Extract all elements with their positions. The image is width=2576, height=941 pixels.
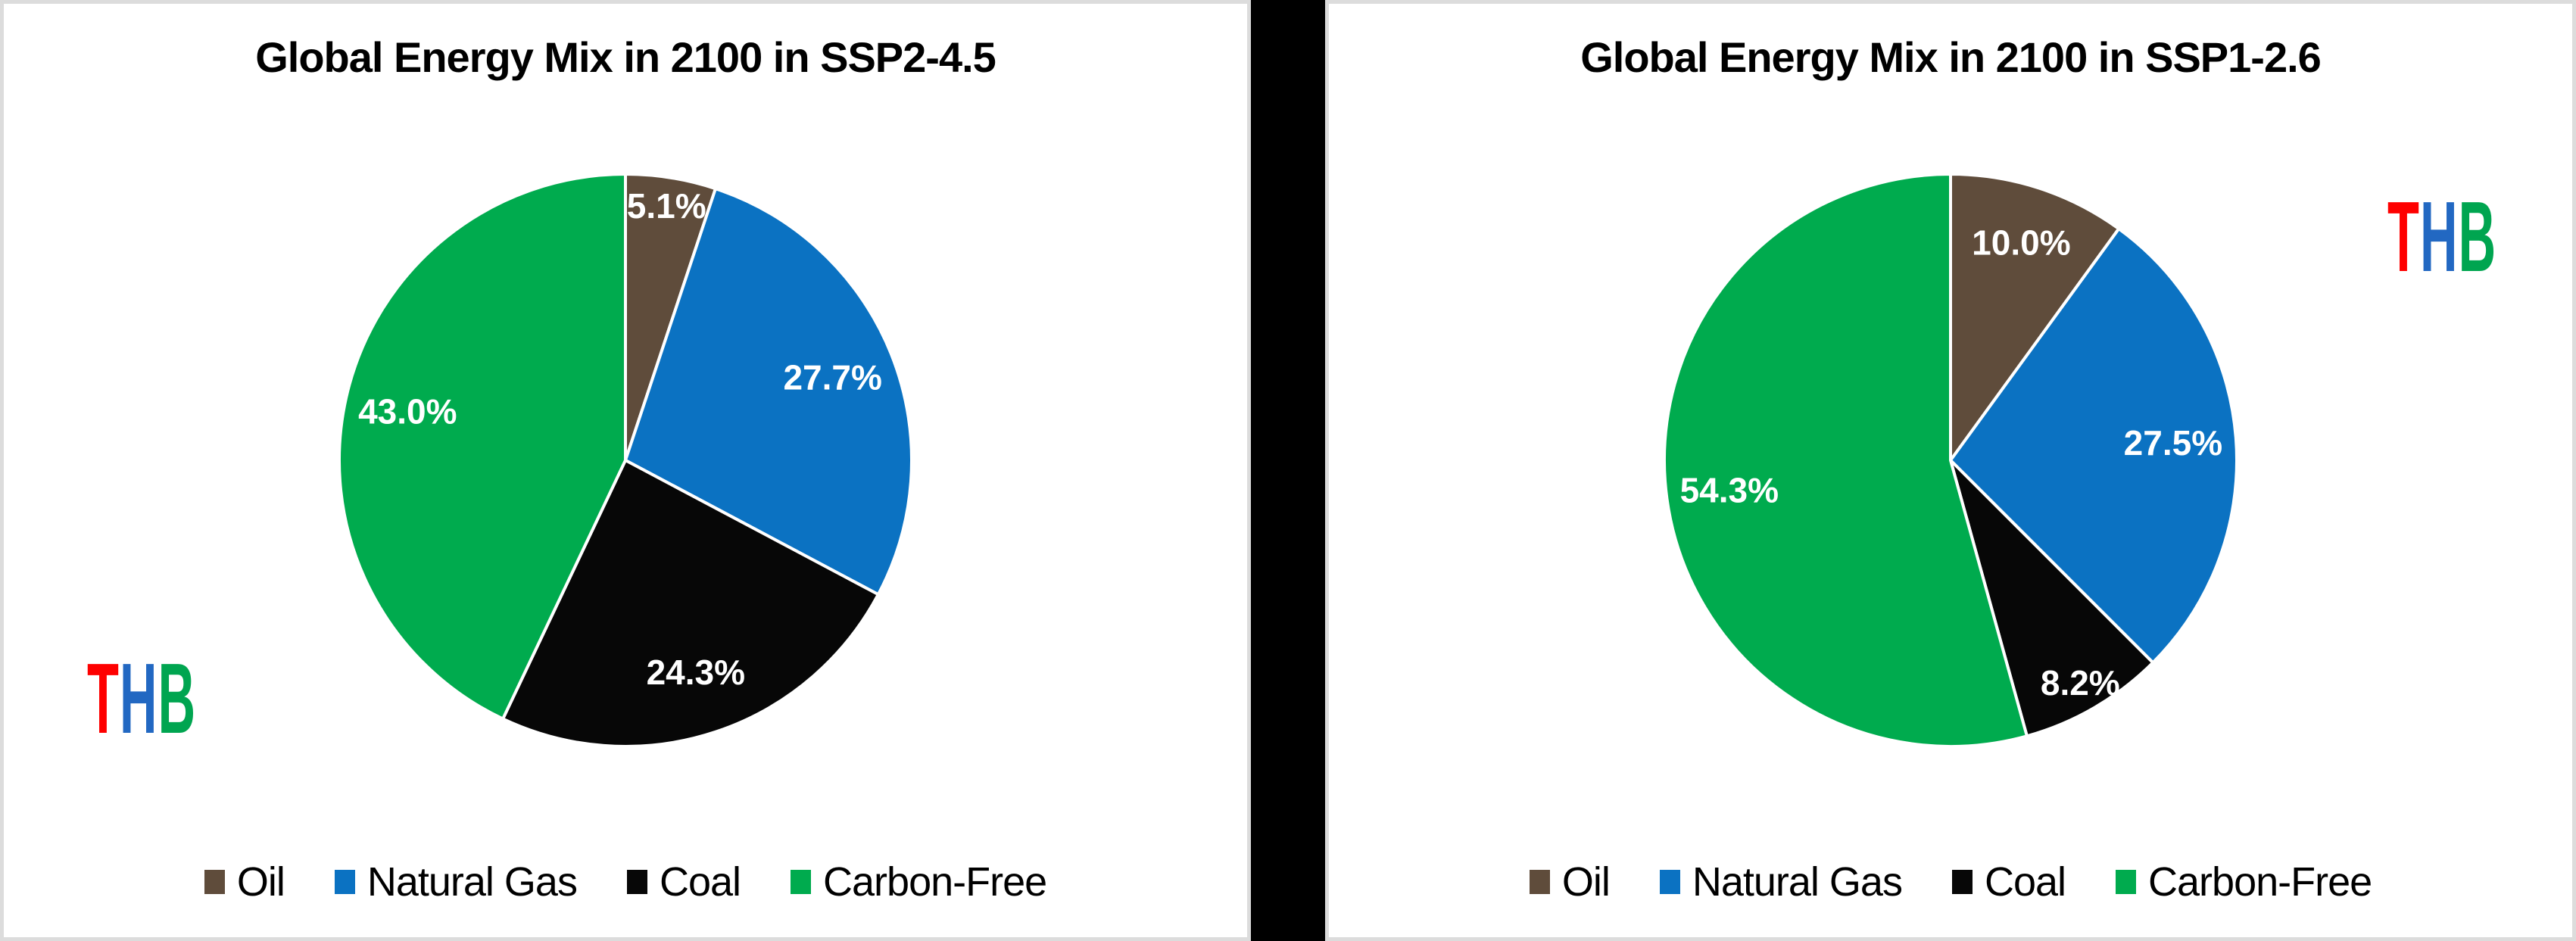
legend-swatch-natural-gas [334,870,355,894]
logo-letter-b: B [2458,181,2497,292]
legend-label-carbon-free: Carbon-Free [2148,859,2372,905]
legend-item-carbon-free: Carbon-Free [791,858,1047,905]
slide-panel-ssp245: Global Energy Mix in 2100 in SSP2-4.5 5.… [0,0,1251,941]
legend-swatch-oil [1529,870,1550,894]
logo-letter-b: B [157,643,197,754]
pie-slice-coal [501,459,880,748]
legend-item-coal: Coal [626,858,741,905]
legend-ssp126: Oil Natural Gas Coal Carbon-Free [1329,858,2572,905]
legend-label-coal: Coal [1984,859,2066,905]
pie-data-label-coal: 8.2% [2041,663,2120,703]
pie-data-label-carbon-free: 54.3% [1680,471,1779,510]
pie-slice-oil [1949,173,2121,462]
legend-label-oil: Oil [1561,859,1611,905]
chart-title-ssp245: Global Energy Mix in 2100 in SSP2-4.5 [255,33,996,81]
pie-data-label-natural-gas: 27.7% [783,357,881,397]
legend-item-oil: Oil [204,858,285,905]
legend-swatch-coal [1951,870,1973,894]
pie-data-label-coal: 24.3% [647,653,745,692]
pie-data-label-oil: 5.1% [627,186,706,226]
logo-letter-h: H [119,643,158,754]
legend-item-natural-gas: Natural Gas [1659,858,1903,905]
chart-title-ssp126: Global Energy Mix in 2100 in SSP1-2.6 [1580,33,2322,81]
pie-chart-ssp245: 5.1% 27.7% 24.3% 43.0% [334,169,917,752]
thb-logo: THB [2387,187,2496,287]
slide-panel-ssp126: Global Energy Mix in 2100 in SSP1-2.6 10… [1325,0,2576,941]
legend-label-natural-gas: Natural Gas [366,859,578,905]
logo-letter-t: T [87,643,120,754]
pie-slice-carbon-free [1663,173,2029,748]
legend-item-oil: Oil [1529,858,1611,905]
divider-bar [1251,0,1325,941]
pie-svg: 10.0% 27.5% 8.2% 54.3% [1663,173,2238,748]
pie-slice-carbon-free [338,173,627,721]
logo-letter-h: H [2419,181,2459,292]
legend-label-oil: Oil [236,859,285,905]
pie-svg: 5.1% 27.7% 24.3% 43.0% [338,173,913,748]
legend-label-natural-gas: Natural Gas [1692,859,1903,905]
legend-item-natural-gas: Natural Gas [334,858,578,905]
logo-letter-t: T [2387,181,2420,292]
legend-swatch-natural-gas [1659,870,1680,894]
legend-label-carbon-free: Carbon-Free [823,859,1047,905]
pie-data-label-carbon-free: 43.0% [358,391,457,431]
legend-swatch-coal [626,870,647,894]
legend-label-coal: Coal [659,859,741,905]
pie-slice-natural-gas [1949,227,2238,665]
pie-slice-natural-gas [624,187,913,597]
thb-logo: THB [87,649,196,749]
legend-ssp245: Oil Natural Gas Coal Carbon-Free [4,858,1247,905]
legend-item-coal: Coal [1951,858,2066,905]
pie-data-label-natural-gas: 27.5% [2124,423,2222,463]
pie-data-label-oil: 10.0% [1972,223,2070,262]
legend-swatch-carbon-free [791,870,812,894]
legend-item-carbon-free: Carbon-Free [2116,858,2372,905]
legend-swatch-carbon-free [2116,870,2137,894]
pie-chart-ssp126: 10.0% 27.5% 8.2% 54.3% [1659,169,2242,752]
pie-slice-coal [1949,459,2155,738]
legend-swatch-oil [204,870,225,894]
